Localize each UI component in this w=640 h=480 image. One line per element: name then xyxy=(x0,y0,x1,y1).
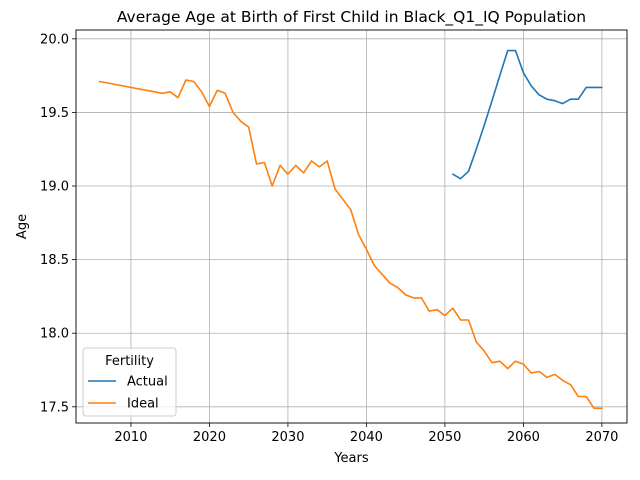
chart-title: Average Age at Birth of First Child in B… xyxy=(117,8,586,27)
series-lines xyxy=(98,49,603,410)
series-line-ideal xyxy=(98,79,603,410)
x-tick-label: 2010 xyxy=(114,430,147,445)
y-axis-label: Age xyxy=(15,214,30,239)
series-line-actual xyxy=(451,49,603,180)
axis-ticks: 2010 2020 2030 2040 2050 2060 2070 17.5 18.0 18.5… xyxy=(40,32,618,445)
x-axis-label: Years xyxy=(333,451,369,466)
y-tick-label: 20.0 xyxy=(40,32,69,47)
y-tick-label: 19.5 xyxy=(40,106,69,121)
legend-label-ideal: Ideal xyxy=(127,397,159,412)
legend-items: Actual Ideal xyxy=(88,375,168,412)
y-tick-label: 18.5 xyxy=(40,253,69,268)
y-tick-label: 17.5 xyxy=(40,400,69,415)
legend-title: Fertility xyxy=(105,354,154,369)
x-tick-label: 2060 xyxy=(507,430,540,445)
legend-box xyxy=(82,347,177,417)
grid xyxy=(76,30,627,423)
x-tick-label: 2030 xyxy=(271,430,304,445)
x-tick-label: 2020 xyxy=(193,430,226,445)
x-tick-label: 2070 xyxy=(585,430,618,445)
y-tick-label: 19.0 xyxy=(40,180,69,195)
x-tick-label: 2050 xyxy=(428,430,461,445)
x-tick-label: 2040 xyxy=(350,430,383,445)
legend-label-actual: Actual xyxy=(127,375,168,390)
legend: Fertility Actual Ideal xyxy=(82,347,177,417)
plot-frame xyxy=(75,29,628,424)
y-tick-label: 18.0 xyxy=(40,327,69,342)
